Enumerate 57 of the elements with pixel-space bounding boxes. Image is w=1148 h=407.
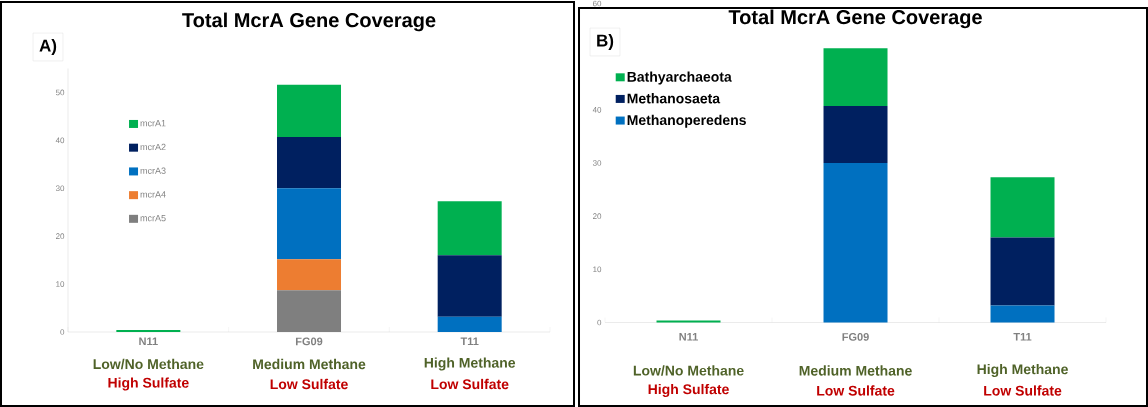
text: Low Sulfate (817, 385, 895, 396)
y-tick-label: 0 (60, 329, 65, 335)
legend-label: Methanosaeta (627, 93, 721, 104)
y-tick-label: 0 (597, 319, 602, 326)
y-tick-label: 20 (593, 213, 602, 219)
bar (437, 201, 502, 256)
legend-label: Bathyarchaeota (627, 71, 732, 85)
y-tick-label: 50 (55, 89, 65, 96)
y-tick-label: 30 (55, 185, 65, 192)
legend-label: mcrA3 (140, 167, 166, 174)
legend-label: mcrA5 (140, 214, 166, 222)
text: High Methane (424, 357, 516, 371)
text: High Sulfate (648, 383, 729, 398)
bar (823, 163, 888, 323)
bar (823, 106, 888, 163)
bar (823, 48, 888, 107)
text: Low Sulfate (270, 378, 348, 390)
text: Medium Methane (253, 358, 366, 370)
bar (656, 320, 721, 323)
chart-title: Total McrA Gene Coverage (728, 9, 982, 29)
y-tick-label: 40 (55, 137, 65, 144)
y-tick-label: 10 (56, 281, 65, 287)
chart-title: Total McrA Gene Coverage (182, 12, 436, 32)
bar (277, 290, 342, 332)
text: Low Sulfate (984, 385, 1062, 396)
text: Low/No Methane (633, 365, 744, 376)
y-tick-label: 60 (593, 0, 602, 7)
x-tick-label: T11 (1013, 333, 1032, 341)
bar (437, 255, 502, 317)
y-tick-label: 40 (592, 107, 602, 113)
x-tick-label: FG09 (842, 333, 869, 341)
legend-label: mcrA1 (140, 120, 166, 127)
text: High Sulfate (108, 377, 189, 391)
x-tick-label: N11 (679, 333, 698, 341)
text: Medium Methane (799, 365, 912, 376)
text: A) (39, 39, 57, 55)
x-tick-label: T11 (460, 337, 479, 346)
bar (277, 84, 342, 138)
y-tick-label: 20 (55, 233, 65, 240)
annotation: B) (597, 34, 614, 50)
bar (437, 316, 502, 332)
text: Low Sulfate (431, 378, 509, 390)
bar (990, 237, 1055, 306)
legend-label: mcrA2 (140, 143, 166, 151)
y-tick-label: 10 (593, 266, 602, 273)
legend-label: mcrA4 (140, 191, 166, 198)
bar (277, 137, 342, 189)
text: Low/No Methane (93, 358, 204, 370)
text: High Methane (977, 363, 1068, 378)
bar (990, 305, 1055, 323)
legend-label: Methanoperedens (627, 114, 746, 128)
bar (277, 188, 342, 260)
bar (277, 259, 342, 291)
x-tick-label: FG09 (295, 337, 323, 346)
x-tick-label: N11 (139, 337, 158, 346)
bar (990, 177, 1055, 238)
y-tick-label: 30 (592, 160, 602, 166)
